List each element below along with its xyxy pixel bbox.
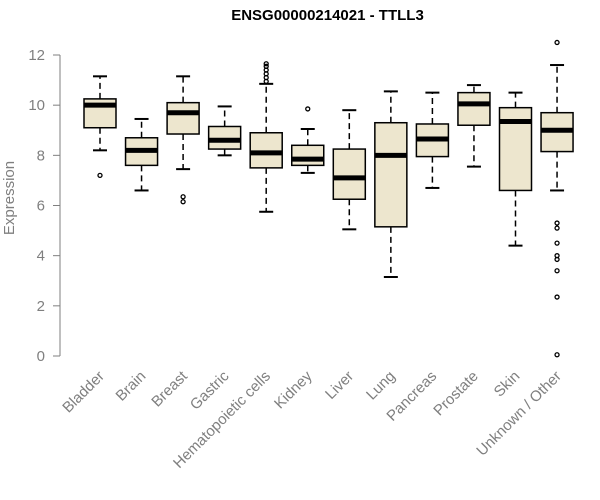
outlier-point xyxy=(554,225,560,231)
x-tick-label: Liver xyxy=(322,368,357,403)
y-axis-title: Expression xyxy=(1,161,18,235)
y-tick-label: 12 xyxy=(28,47,45,64)
y-tick-label: 6 xyxy=(37,198,45,215)
box-iqr xyxy=(374,121,408,228)
box-iqr xyxy=(457,91,491,126)
outlier-point xyxy=(180,194,186,200)
x-tick-label: Brain xyxy=(113,368,150,405)
y-tick-label: 4 xyxy=(37,248,45,265)
box-group xyxy=(166,75,200,205)
outlier-point xyxy=(554,256,560,263)
x-tick-label: Lung xyxy=(363,368,399,404)
outlier-point xyxy=(180,199,186,205)
y-axis: 0 2 4 6 8 10 12 xyxy=(28,47,61,365)
x-tick-label: Kidney xyxy=(271,367,316,412)
outlier-point xyxy=(554,240,560,246)
outlier-point xyxy=(263,61,269,67)
box-iqr xyxy=(291,144,325,167)
box-group xyxy=(498,91,533,247)
outlier-point xyxy=(554,294,560,300)
outlier-point xyxy=(554,268,560,274)
box-group xyxy=(374,90,408,278)
x-tick-label: Prostate xyxy=(430,368,482,420)
box-group xyxy=(332,109,367,231)
box-iqr xyxy=(207,125,242,150)
box-iqr xyxy=(166,101,200,135)
box-iqr xyxy=(249,132,283,169)
y-tick-label: 0 xyxy=(37,348,45,365)
y-tick-label: 8 xyxy=(37,147,45,164)
x-tick-label: Bladder xyxy=(59,368,108,417)
outlier-point xyxy=(554,39,560,46)
box-group xyxy=(457,84,491,168)
chart-title: ENSG00000214021 - TTLL3 xyxy=(231,7,424,24)
box-group xyxy=(415,91,450,189)
box-group xyxy=(207,105,242,157)
y-tick-label: 10 xyxy=(28,97,45,114)
outlier-point xyxy=(305,106,311,112)
box-group xyxy=(291,106,325,174)
box-group xyxy=(83,75,117,179)
box-group xyxy=(249,61,283,213)
y-tick-label: 2 xyxy=(37,298,45,315)
x-tick-label: Breast xyxy=(148,367,191,410)
outlier-point xyxy=(97,172,103,179)
outlier-point xyxy=(554,220,560,226)
outlier-point xyxy=(263,78,269,84)
box-group xyxy=(540,39,574,358)
x-tick-label: Skin xyxy=(491,368,524,401)
boxes-layer xyxy=(83,39,574,358)
outlier-point xyxy=(554,352,560,358)
box-iqr xyxy=(332,148,367,200)
box-group xyxy=(124,117,159,192)
